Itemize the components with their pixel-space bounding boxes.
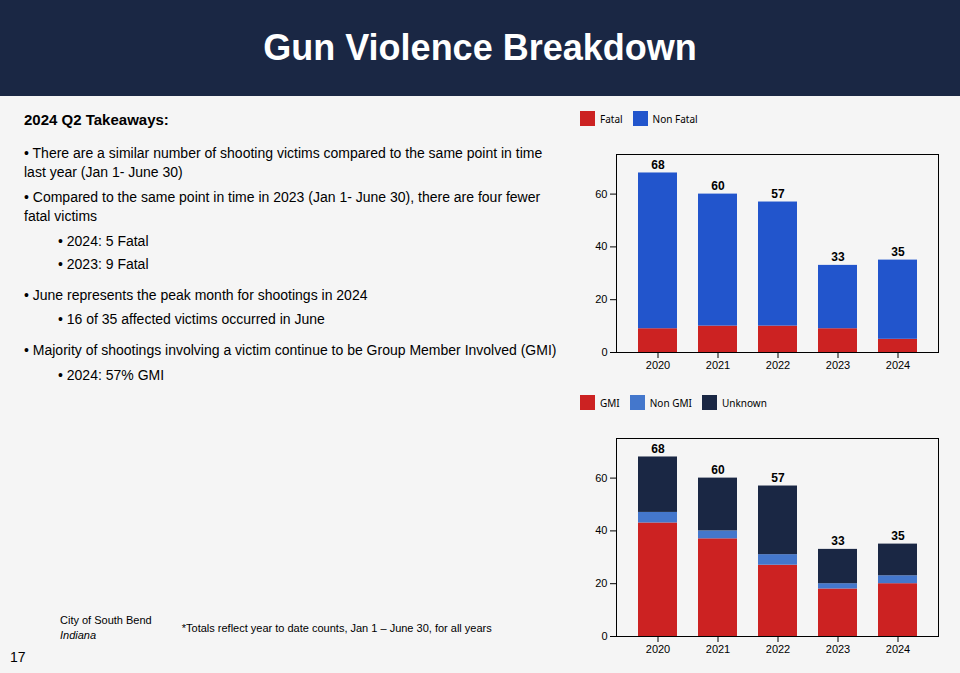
svg-text:33: 33 [831,250,845,264]
html-text:City of South Bend: City of South Bend [60,614,152,627]
html-text:Gun Violence Breakdown: Gun Violence Breakdown [263,27,697,68]
html-text:*Totals reflect year to date c: *Totals reflect year to date counts, Jan… [181,621,492,634]
html-text:• 2024: 57% GMI: • 2024: 57% GMI [58,367,165,384]
html-text:• Compared to the same point i: • Compared to the same point in time in … [24,189,541,224]
svg-text:2020: 2020 [646,359,670,371]
svg-text:2020: 2020 [646,643,670,655]
svg-text:20: 20 [595,577,607,589]
svg-text:2023: 2023 [826,359,850,371]
html-text:• Majority of shootings involv: • Majority of shootings involving a vict… [24,342,557,359]
svg-text:20: 20 [595,293,607,305]
svg-text:35: 35 [891,245,905,259]
svg-text:40: 40 [595,524,607,536]
html-text:• 16 of 35 affected victims oc: • 16 of 35 affected victims occurred in … [58,311,325,328]
svg-text:60: 60 [711,179,725,193]
html-text:2024 Q2 Takeaways:: 2024 Q2 Takeaways: [24,111,169,128]
svg-text:60: 60 [595,472,607,484]
html-text:• June represents the peak mon: • June represents the peak month for sho… [24,286,368,303]
html-text:Fatal: Fatal [600,111,623,126]
html-text:GMI: GMI [600,395,620,410]
svg-text:2024: 2024 [886,359,910,371]
html-text:Non GMI: Non GMI [649,395,692,410]
svg-text:2021: 2021 [706,359,730,371]
html-text:17: 17 [10,649,26,666]
svg-text:57: 57 [771,471,785,485]
svg-text:60: 60 [595,188,607,200]
svg-text:57: 57 [771,187,785,201]
svg-text:2022: 2022 [766,643,790,655]
html-text:Non Fatal: Non Fatal [652,111,698,126]
svg-text:2021: 2021 [706,643,730,655]
svg-text:40: 40 [595,240,607,252]
html-text:• There are a similar number o: • There are a similar number of shooting… [24,145,543,181]
svg-text:33: 33 [831,534,845,548]
svg-text:2022: 2022 [766,359,790,371]
html-text:• 2024: 5 Fatal: • 2024: 5 Fatal [58,232,149,249]
svg-text:35: 35 [891,529,905,543]
html-text:• 2023: 9 Fatal: • 2023: 9 Fatal [58,255,149,272]
html-text:Unknown: Unknown [721,395,767,410]
svg-text:2023: 2023 [826,643,850,655]
svg-text:68: 68 [651,442,665,456]
svg-text:0: 0 [601,346,607,358]
svg-text:60: 60 [711,463,725,477]
svg-text:68: 68 [651,158,665,172]
svg-text:2024: 2024 [886,643,910,655]
svg-text:0: 0 [601,630,607,642]
html-text:Indiana: Indiana [60,629,97,642]
